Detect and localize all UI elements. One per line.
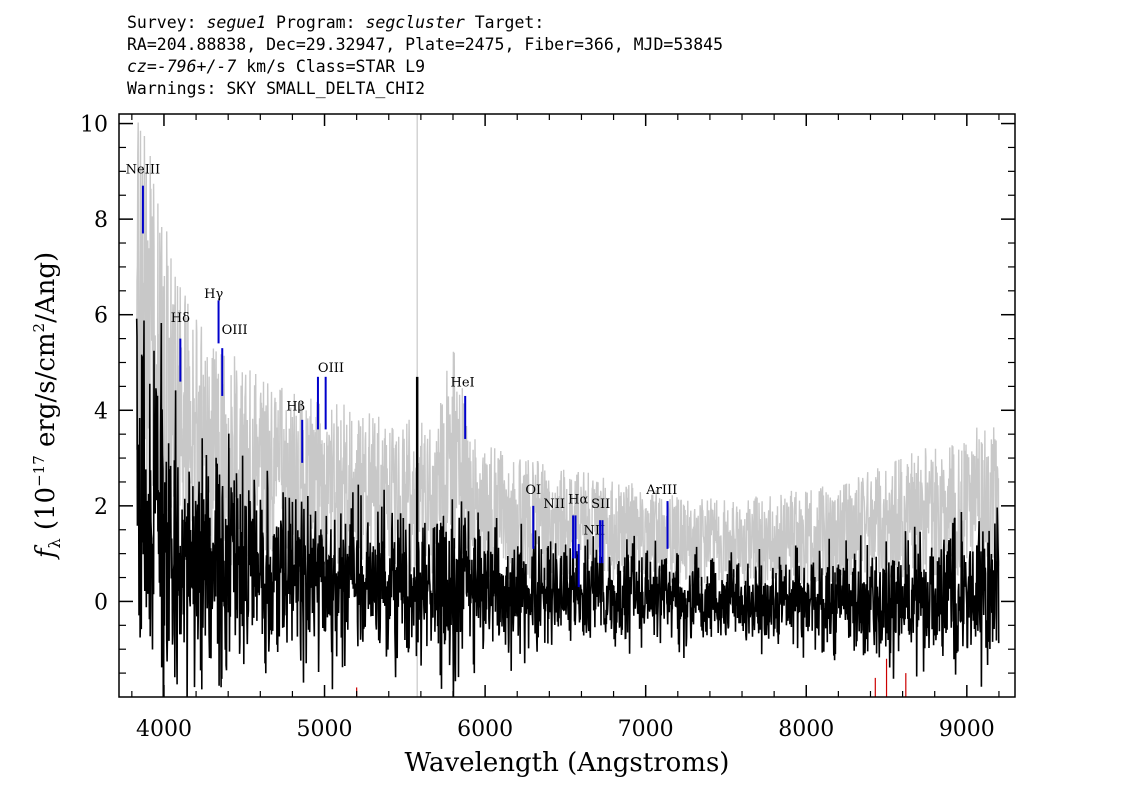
x-tick-label: 5000	[297, 717, 353, 742]
emission-line-label: NeIII	[126, 163, 160, 178]
emission-line-label: OIII	[222, 323, 248, 338]
emission-line-label: HeI	[451, 375, 475, 390]
x-tick-label: 4000	[136, 717, 192, 742]
y-tick-label: 4	[94, 399, 108, 424]
flux-series	[135, 318, 1000, 697]
error-line	[136, 122, 1000, 587]
svg-text:fλ (10−17 erg/s/cm2/Ang): fλ (10−17 erg/s/cm2/Ang)	[30, 252, 64, 560]
emission-line-label: ArIII	[645, 483, 677, 498]
y-tick-label: 0	[94, 590, 108, 615]
x-tick-label: 9000	[939, 717, 995, 742]
survey-name: segue1	[206, 13, 267, 32]
emission-line-label: OIII	[318, 361, 344, 376]
emission-line-label: OI	[525, 483, 541, 498]
emission-line-label: Hγ	[204, 287, 223, 302]
x-tick-label: 7000	[618, 717, 674, 742]
emission-line-label: Hδ	[171, 311, 190, 326]
y-axis-ticks: 0 2 4 6 8 10	[80, 113, 1015, 674]
x-axis-title: Wavelength (Angstroms)	[405, 748, 730, 778]
x-tick-label: 6000	[457, 717, 513, 742]
y-tick-label: 8	[94, 208, 108, 233]
y-tick-label: 10	[80, 113, 108, 138]
flux-line	[135, 318, 1000, 697]
emission-line-label: Hα	[568, 492, 588, 507]
y-axis-title: fλ (10−17 erg/s/cm2/Ang)	[30, 252, 64, 560]
header-line-2: RA=204.88838, Dec=29.32947, Plate=2475, …	[127, 35, 724, 54]
x-tick-label: 8000	[778, 717, 834, 742]
redshift-value: -796+/-7	[156, 57, 237, 76]
sky-markers	[356, 658, 907, 697]
spectrum-header: Survey: segue1 Program: segcluster Targe…	[127, 12, 723, 100]
header-line-3: cz=-796+/-7 km/s Class=STAR L9	[127, 57, 426, 76]
y-tick-label: 6	[94, 304, 108, 329]
plot-frame	[118, 113, 1016, 698]
x-axis-ticks: 4000 5000 6000 7000 8000 9000	[131, 114, 1000, 742]
emission-line-label: Hβ	[286, 399, 305, 414]
emission-line-label: SII	[591, 497, 610, 512]
emission-line-label: NII	[543, 497, 565, 512]
y-tick-label: 2	[94, 495, 108, 520]
header-line-1: Survey: segue1 Program: segcluster Targe…	[127, 13, 545, 32]
header-warnings: Warnings: SKY SMALL_DELTA_CHI2	[127, 79, 426, 98]
program-name: segcluster	[365, 13, 465, 32]
